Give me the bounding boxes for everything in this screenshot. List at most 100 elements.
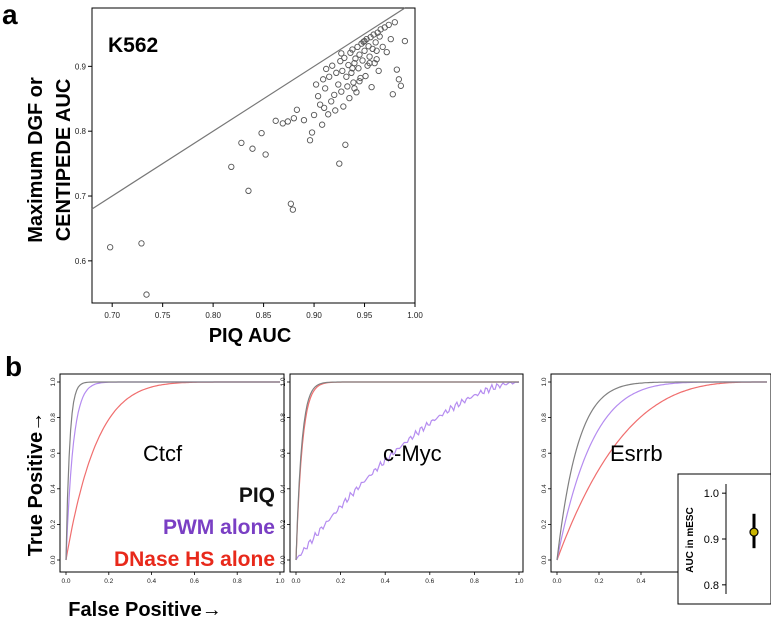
scatter-point [289,206,297,213]
roc-x-tick-label: 1.0 [514,578,523,585]
scatter-point [361,47,368,54]
inset-tick-label: 0.8 [704,580,719,592]
scatter-point [375,67,382,75]
roc-curve-piq [295,381,519,561]
roc-y-tick-label: 0.6 [541,448,548,457]
scatter-point [353,89,360,96]
scatter-point [338,50,345,57]
factor-label-c-myc: c-Myc [383,441,442,466]
scatter-point [379,43,386,51]
scatter-point [341,54,348,62]
scatter-point [351,85,358,92]
scatter-point [228,163,235,170]
roc-frame [59,373,285,573]
scatter-x-axis-title: PIQ AUC [209,325,292,347]
roc-y-tick-label: 0.8 [50,413,57,422]
roc-x-tick-label: 0.2 [594,578,603,585]
scatter-point [143,291,150,298]
scatter-point [342,141,349,148]
scatter-point [300,117,308,124]
scatter-point [344,83,351,90]
scatter-point [356,51,363,58]
roc-y-tick-label: 0.4 [541,484,548,493]
panel-a-letter: a [2,0,18,30]
scatter-point [322,85,329,92]
roc-plot-c-myc: 0.0 0.2 0.4 0.6 0.8 1.0 0.0 0.2 0.4 0.6 0.8 1.0 [280,373,524,585]
scatter-point [350,79,357,86]
roc-x-tick-label: 0.2 [336,578,345,585]
scatter-frame [91,7,416,304]
scatter-point [319,76,327,83]
scatter-point [356,78,363,85]
scatter-point [321,104,328,111]
scatter-point [314,93,322,100]
roc-y-tick-label: 0.6 [280,448,287,457]
roc-y-tick-label: 0.8 [541,413,548,422]
scatter-point [333,69,340,76]
scatter-y-tick-label: 0.6 [75,257,87,266]
scatter-point [369,45,376,52]
scatter-point [326,73,333,80]
scatter-point [338,88,345,95]
roc-frame [289,373,524,573]
scatter-point [345,61,352,69]
roc-y-tick-label: 0.6 [50,448,57,457]
roc-x-tick-label: 0.2 [104,578,113,585]
scatter-x-ticks: 0.70 0.75 0.80 0.85 0.90 0.95 1.00 [104,303,423,320]
scatter-point [387,35,394,43]
scatter-point [352,55,359,62]
scatter-point [373,47,380,54]
roc-y-tick-label: 0.8 [280,413,287,422]
roc-y-axis-title: True Positive→ [25,412,47,557]
roc-x-tick-label: 0.8 [233,578,242,585]
scatter-point [377,26,384,33]
scatter-x-tick-label: 0.70 [104,311,120,320]
scatter-point [349,65,356,72]
scatter-point [363,35,370,43]
inset-tick-label: 0.9 [704,534,719,546]
scatter-point [335,81,342,88]
legend-piq: PIQ [239,484,275,507]
roc-y-tick-label: 0.4 [280,484,287,493]
scatter-point [312,81,320,88]
roc-x-tick-label: 0.8 [470,578,479,585]
roc-x-tick-label: 0.4 [381,578,390,585]
scatter-point [287,200,294,207]
scatter-x-tick-label: 1.00 [407,311,423,320]
roc-x-axis-title: False Positive→ [68,599,221,621]
esrrb-inset: AUC in mESC 1.0 0.9 0.8 [677,473,771,605]
panel-b-letter: b [5,351,22,382]
scatter-point [308,129,316,136]
scatter-point [372,39,379,46]
scatter-point [370,31,377,38]
roc-y-tick-label: 0.0 [541,555,548,564]
scatter-point [362,72,369,80]
scatter-point [361,37,368,45]
roc-plot-ctcf: 0.0 0.2 0.4 0.6 0.8 1.0 0.0 0.2 0.4 0.6 0.8 1.0 [50,373,285,585]
scatter-y-axis-title-line2: CENTIPEDE AUC [53,79,75,242]
scatter-point [391,19,398,26]
scatter-y-tick-label: 0.9 [75,62,87,71]
roc-y-tick-label: 0.0 [50,555,57,564]
roc-curve-dnase-hs-alone [295,381,519,561]
scatter-point [293,106,301,113]
scatter-point [336,160,343,167]
scatter-point [359,57,366,64]
roc-y-tick-label: 0.2 [541,520,548,529]
scatter-point [337,58,344,65]
roc-y-tick-label: 0.2 [280,520,287,529]
roc-x-tick-label: 0.0 [61,578,70,585]
scatter-point [373,56,380,63]
scatter-plot-k562: K562 0.70 0.75 0.80 0.85 0.90 0.95 1.00 0.6 0.7… [25,7,423,347]
scatter-point [331,91,338,99]
roc-curve-piq [65,381,280,561]
scatter-point [107,244,114,251]
scatter-point [351,59,358,67]
scatter-point [401,37,409,45]
scatter-y-tick-label: 0.8 [75,127,87,136]
scatter-point [316,101,324,108]
scatter-x-tick-label: 0.75 [155,311,171,320]
scatter-annotation: K562 [108,34,158,57]
scatter-point [328,98,335,105]
